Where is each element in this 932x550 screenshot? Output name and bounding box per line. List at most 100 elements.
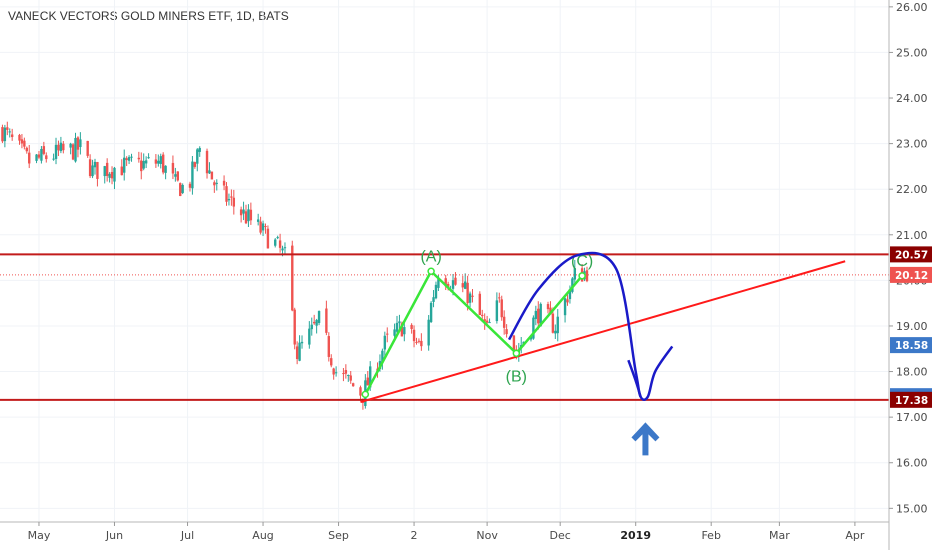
y-tick-label: 16.00	[896, 457, 928, 470]
wave-label: (C)	[571, 253, 593, 270]
candle-body	[125, 158, 128, 161]
candle-body	[74, 137, 77, 162]
candle-body	[563, 298, 567, 316]
candle-body	[28, 152, 31, 164]
projection-curve	[507, 251, 674, 401]
candle-body	[571, 278, 574, 292]
candle-body	[215, 182, 218, 184]
x-tick-label: May	[28, 529, 51, 542]
candle-body	[176, 171, 179, 181]
candle-body	[349, 375, 352, 381]
y-tick-label: 23.00	[896, 138, 928, 151]
candle-body	[196, 149, 199, 164]
x-tick-label: Dec	[550, 529, 571, 542]
x-tick-label: Apr	[845, 529, 865, 542]
candle-body	[266, 228, 270, 249]
candlesticks	[1, 121, 589, 410]
candle-body	[193, 162, 197, 167]
candle-body	[483, 319, 486, 322]
candle-body	[76, 137, 80, 150]
candle-body	[25, 147, 28, 152]
candle-body	[45, 155, 48, 160]
candle-body	[585, 270, 589, 282]
candle-body	[147, 157, 150, 159]
grid-lines	[0, 0, 889, 522]
candle-body	[242, 209, 245, 214]
candle-body	[434, 284, 438, 299]
candle-body	[105, 162, 109, 176]
candle-body	[395, 322, 399, 332]
axes	[0, 0, 890, 550]
candle-body	[222, 180, 226, 186]
candle-body	[208, 170, 211, 174]
candle-body	[96, 161, 99, 179]
candle-body	[71, 144, 75, 160]
price-tag-label: 17.38	[895, 395, 928, 407]
candle-body	[312, 321, 316, 324]
price-tag	[890, 246, 932, 263]
candle-body	[298, 342, 301, 361]
candle-body	[179, 183, 182, 197]
wave-point	[512, 349, 521, 358]
candle-body	[110, 171, 114, 179]
candle-body	[52, 158, 55, 160]
candle-body	[332, 368, 335, 375]
candle-body	[6, 127, 9, 130]
wave-point	[427, 267, 435, 276]
wave-path: (A) (B) (C)	[361, 248, 593, 399]
x-tick-label: 2019	[620, 529, 651, 542]
candle-body	[410, 324, 413, 330]
candle-body	[381, 350, 384, 363]
projection-arc-left	[627, 359, 642, 397]
x-tick-label: Jul	[180, 529, 194, 542]
x-tick-label: 2	[411, 529, 418, 542]
candle-body	[127, 157, 131, 161]
candle-body	[464, 281, 467, 289]
candle-body	[330, 358, 333, 366]
candle-body	[495, 300, 499, 322]
candle-body	[325, 308, 328, 333]
candle-body	[278, 240, 282, 248]
candle-body	[317, 311, 321, 323]
candle-body	[283, 247, 287, 249]
price-tag	[890, 266, 932, 283]
candle-body	[249, 209, 253, 221]
candle-body	[532, 317, 535, 339]
candle-body	[344, 370, 348, 374]
price-tag	[890, 391, 932, 408]
price-tag	[890, 337, 932, 354]
y-tick-label: 17.00	[896, 411, 928, 424]
candle-body	[40, 149, 43, 161]
horizontal-levels	[0, 253, 889, 401]
y-tick-label: 26.00	[896, 1, 928, 14]
candle-body	[171, 162, 175, 174]
candle-body	[86, 140, 89, 156]
candle-body	[181, 184, 184, 193]
candle-body	[113, 167, 116, 182]
x-tick-label: Feb	[701, 529, 720, 542]
candle-body	[291, 245, 294, 311]
y-tick-label: 18.00	[896, 366, 928, 379]
x-tick-label: Mar	[769, 529, 790, 542]
candle-body	[566, 299, 569, 303]
y-tick-label: 22.00	[896, 183, 928, 196]
candle-body	[210, 171, 214, 180]
candle-body	[130, 156, 133, 158]
candle-body	[488, 322, 491, 324]
candle-body	[103, 166, 106, 177]
arrow-up-icon	[631, 422, 660, 456]
candle-body	[20, 139, 24, 144]
candle-body	[498, 297, 501, 299]
candle-body	[198, 147, 201, 152]
candle-body	[205, 150, 209, 174]
candle-body	[437, 279, 440, 288]
x-tick-label: Aug	[252, 529, 273, 542]
candle-body	[334, 372, 338, 374]
candle-body	[451, 280, 455, 289]
candle-body	[539, 303, 542, 327]
candle-body	[213, 182, 216, 186]
candle-body	[293, 309, 296, 345]
price-tag-label: 18.58	[895, 340, 928, 352]
